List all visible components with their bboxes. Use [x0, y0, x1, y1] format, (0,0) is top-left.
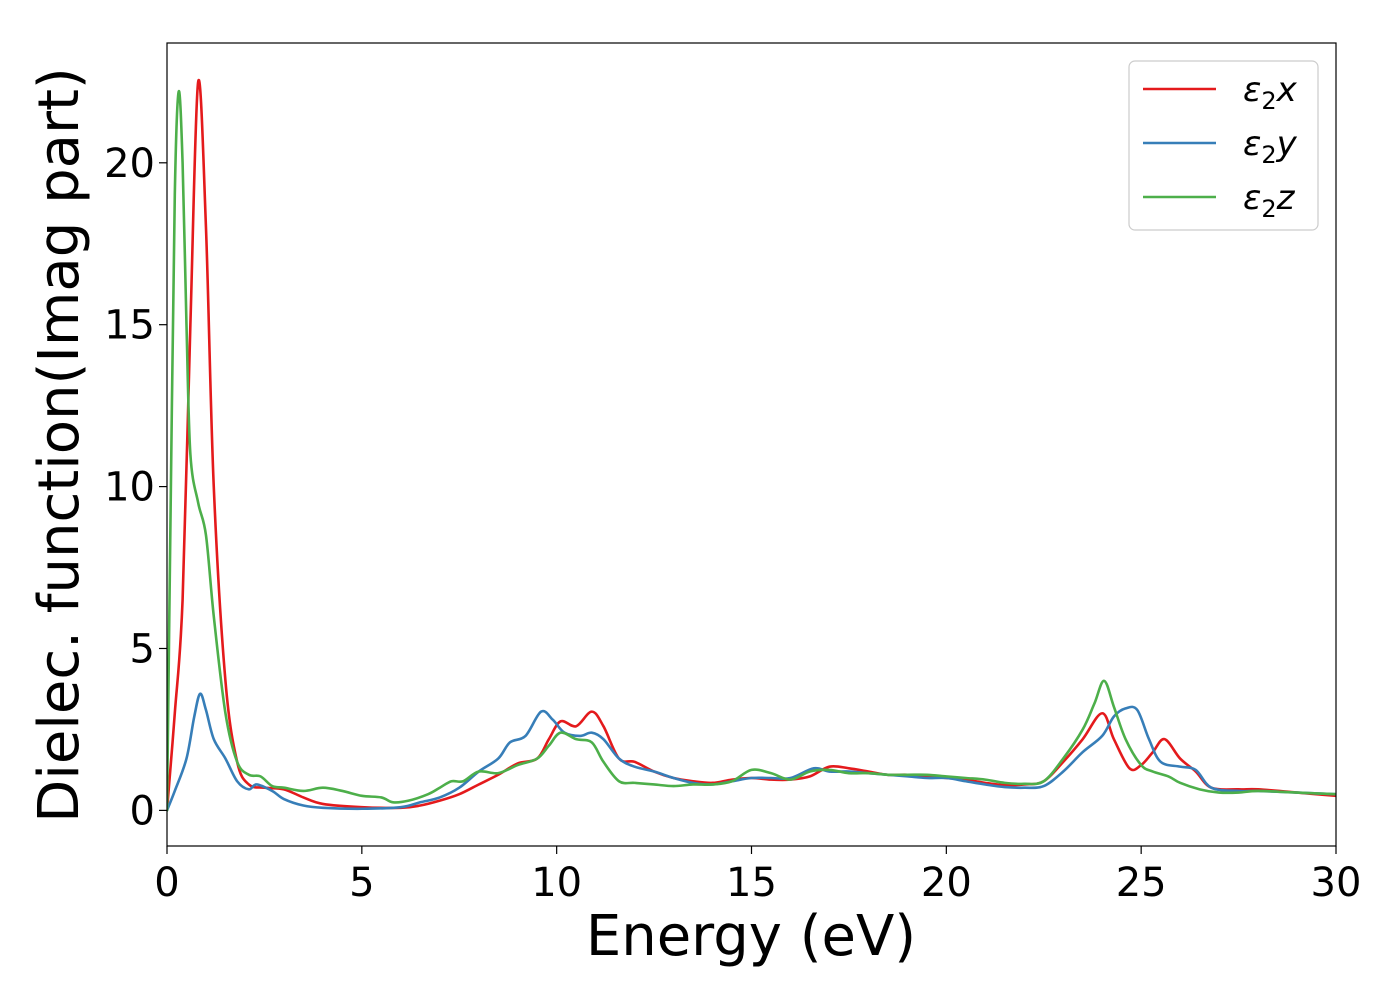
legend-label-x: ε2x — [1243, 70, 1298, 115]
series-layer — [167, 78, 1336, 812]
x-tick-label: 25 — [1116, 860, 1167, 906]
y-tick-label: 5 — [130, 626, 155, 672]
series-line-y — [167, 692, 1336, 812]
x-tick-label: 5 — [349, 860, 374, 906]
x-tick-label: 15 — [726, 860, 777, 906]
y-axis-title: Dielec. function(Imag part) — [27, 67, 92, 823]
y-tick-label: 20 — [104, 141, 155, 187]
x-tick-label: 0 — [154, 860, 179, 906]
legend-label-z: ε2z — [1243, 178, 1296, 223]
y-tick-label: 0 — [130, 788, 155, 834]
x-axis: 0 5 10 15 20 25 30 — [154, 846, 1361, 906]
x-tick-label: 10 — [531, 860, 582, 906]
legend-label-y: ε2y — [1243, 124, 1298, 169]
legend-box — [1128, 60, 1319, 231]
legend: ε2x ε2y ε2z — [1128, 60, 1319, 231]
y-axis: 0 5 10 15 20 — [104, 141, 167, 834]
y-tick-label: 10 — [104, 465, 155, 511]
x-tick-label: 20 — [921, 860, 972, 906]
y-tick-label: 15 — [104, 303, 155, 349]
series-line-z — [167, 89, 1336, 812]
x-axis-title: Energy (eV) — [586, 904, 916, 969]
x-tick-label: 30 — [1311, 860, 1362, 906]
